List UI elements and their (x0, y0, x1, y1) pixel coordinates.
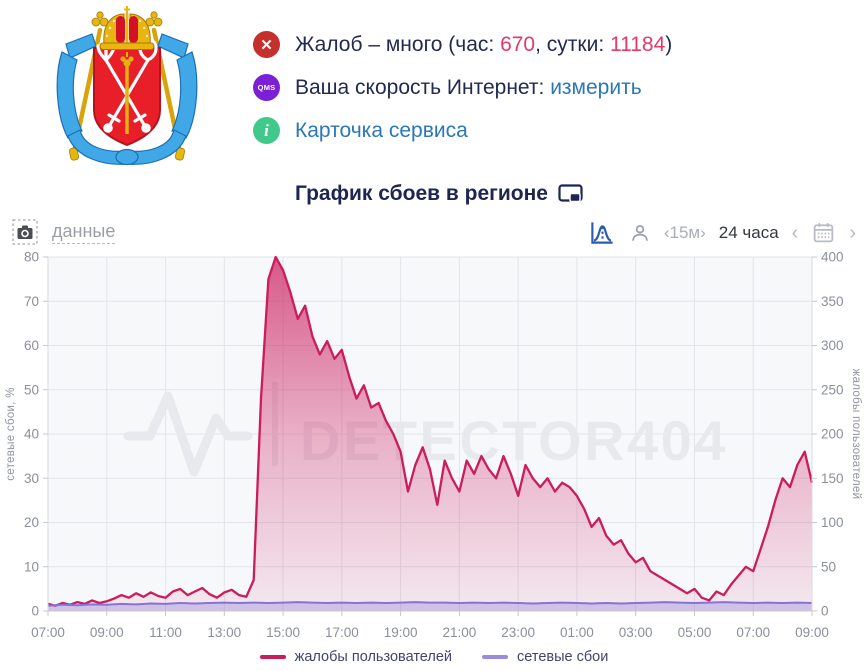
qms-badge-icon: QMS (253, 74, 280, 101)
data-dropdown[interactable]: данные (52, 221, 116, 244)
svg-text:21:00: 21:00 (442, 625, 476, 640)
svg-text:сетевые сбои, %: сетевые сбои, % (5, 387, 17, 481)
svg-text:20: 20 (24, 515, 39, 530)
svg-text:0: 0 (31, 604, 39, 619)
svg-text:300: 300 (821, 338, 844, 353)
service-card-link[interactable]: Карточка сервиса (295, 118, 468, 142)
status-row-complaints: ✕ Жалоб – много (час: 670, сутки: 11184) (253, 31, 672, 58)
svg-text:17:00: 17:00 (325, 625, 359, 640)
svg-text:400: 400 (821, 250, 844, 265)
chart-title-row: График сбоев в регионе (295, 182, 583, 206)
page-title: График сбоев в регионе (295, 182, 548, 205)
user-button[interactable] (629, 221, 651, 245)
svg-text:23:00: 23:00 (501, 625, 535, 640)
svg-text:0: 0 (821, 604, 829, 619)
legend-item-network[interactable]: сетевые сбои (482, 649, 608, 665)
camera-icon (12, 219, 38, 245)
svg-text:250: 250 (821, 382, 844, 397)
svg-text:07:00: 07:00 (31, 625, 65, 640)
svg-text:100: 100 (821, 515, 844, 530)
next-period-button[interactable]: › (849, 221, 856, 244)
svg-text:10: 10 (24, 559, 39, 574)
svg-text:09:00: 09:00 (90, 625, 124, 640)
legend-item-complaints[interactable]: жалобы пользователей (259, 649, 453, 665)
svg-text:19:00: 19:00 (384, 625, 418, 640)
external-display-icon[interactable] (558, 183, 583, 205)
chart-toolbar-left: данные (12, 219, 116, 245)
chart-legend: жалобы пользователей сетевые сбои (0, 649, 868, 665)
svg-text:03:00: 03:00 (619, 625, 653, 640)
svg-text:жалобы пользователей: жалобы пользователей (850, 369, 862, 500)
svg-text:11:00: 11:00 (149, 625, 182, 640)
measure-speed-link[interactable]: измерить (550, 75, 642, 99)
svg-text:50: 50 (821, 559, 836, 574)
svg-text:150: 150 (821, 471, 844, 486)
complaints-hour-value: 670 (500, 32, 536, 56)
svg-text:30: 30 (24, 471, 39, 486)
svg-text:13:00: 13:00 (207, 625, 241, 640)
svg-text:60: 60 (24, 338, 39, 353)
svg-text:15:00: 15:00 (266, 625, 300, 640)
svg-text:40: 40 (24, 427, 39, 442)
coat-of-arms-icon (56, 6, 198, 166)
svg-text:07:00: 07:00 (736, 625, 770, 640)
range-selector[interactable]: 24 часа (718, 222, 779, 242)
interval-selector[interactable]: ‹15м› (663, 222, 706, 242)
legend-label: жалобы пользователей (294, 649, 453, 665)
complaints-day-value: 11184 (609, 32, 666, 56)
prev-period-button[interactable]: ‹ (791, 221, 799, 244)
complaints-text: Жалоб – много (час: 670, сутки: 11184) (295, 32, 673, 56)
svg-text:50: 50 (24, 382, 39, 397)
svg-text:200: 200 (821, 427, 844, 442)
status-row-service: i Карточка сервиса (253, 117, 672, 144)
screenshot-button[interactable] (12, 219, 38, 245)
complaints-series-swatch (259, 655, 286, 659)
svg-text:05:00: 05:00 (678, 625, 712, 640)
distribution-view-button[interactable] (589, 219, 616, 246)
status-row-speed: QMS Ваша скорость Интернет: измерить (253, 74, 672, 101)
status-list: ✕ Жалоб – много (час: 670, сутки: 11184)… (253, 31, 672, 160)
calendar-icon (814, 223, 834, 243)
speed-text: Ваша скорость Интернет: измерить (295, 75, 642, 99)
svg-text:01:00: 01:00 (560, 625, 594, 640)
legend-label: сетевые сбои (517, 649, 609, 665)
person-icon (632, 224, 648, 241)
chart-toolbar-right: ‹15м› 24 часа ‹ › (589, 219, 856, 246)
error-circle-icon: ✕ (253, 31, 280, 58)
distribution-chart-icon (591, 222, 613, 244)
svg-text:09:00: 09:00 (795, 625, 829, 640)
svg-text:350: 350 (821, 294, 844, 309)
svg-text:80: 80 (24, 250, 39, 265)
chart-canvas[interactable]: DETECTOR40401020304050607080050100150200… (0, 248, 868, 646)
svg-text:70: 70 (24, 294, 39, 309)
calendar-button[interactable] (811, 220, 836, 245)
network-series-swatch (482, 655, 509, 659)
info-circle-icon: i (253, 117, 280, 144)
coat-of-arms (44, 4, 210, 176)
